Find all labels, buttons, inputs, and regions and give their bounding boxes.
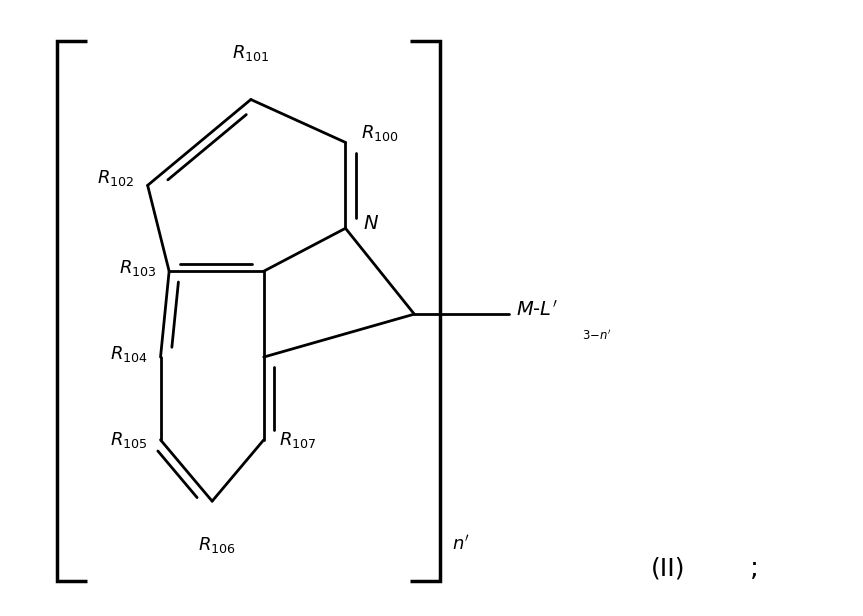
Text: $R_{101}$: $R_{101}$ — [232, 43, 269, 63]
Text: $N$: $N$ — [362, 214, 379, 233]
Text: $n'$: $n'$ — [452, 535, 469, 554]
Text: $R_{104}$: $R_{104}$ — [110, 344, 148, 364]
Text: $R_{105}$: $R_{105}$ — [110, 430, 148, 450]
Text: $_{3\mathregular{-}n'}$: $_{3\mathregular{-}n'}$ — [582, 323, 612, 341]
Text: ;: ; — [750, 556, 759, 582]
Text: $M\text{-}L'$: $M\text{-}L'$ — [516, 299, 557, 319]
Text: $R_{107}$: $R_{107}$ — [280, 430, 317, 450]
Text: $R_{106}$: $R_{106}$ — [198, 535, 236, 555]
Text: (II): (II) — [651, 557, 685, 581]
Text: $R_{103}$: $R_{103}$ — [119, 258, 156, 278]
Text: $R_{100}$: $R_{100}$ — [361, 123, 399, 144]
Text: $R_{102}$: $R_{102}$ — [98, 168, 135, 188]
